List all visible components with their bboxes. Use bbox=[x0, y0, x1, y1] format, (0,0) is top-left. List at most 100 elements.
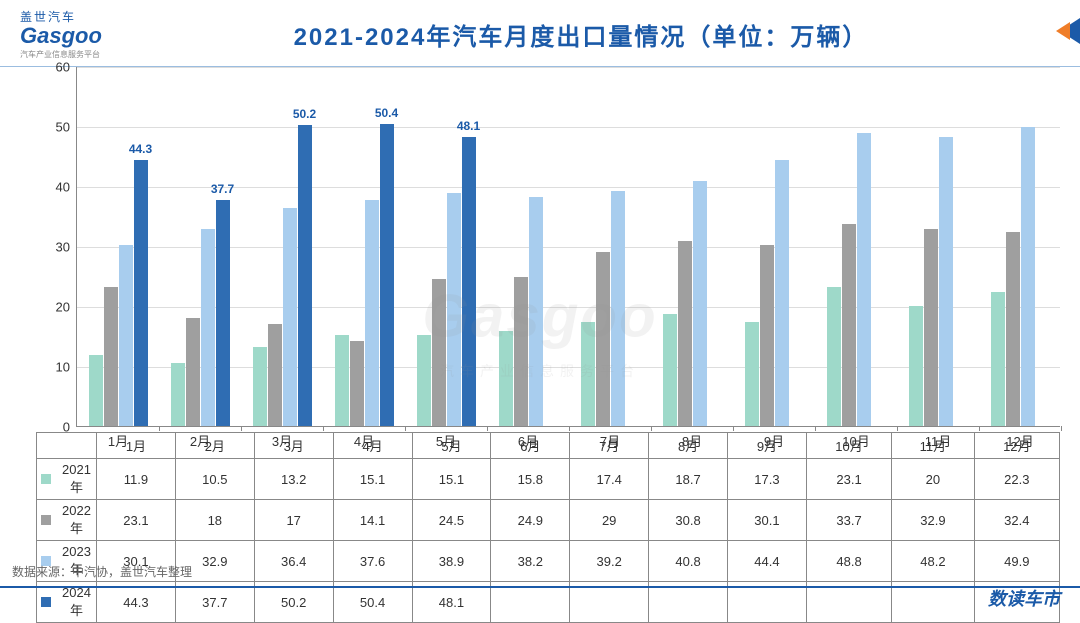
table-cell: 20 bbox=[892, 459, 974, 500]
month-group: 1月44.3 bbox=[77, 160, 159, 426]
y-tick: 40 bbox=[56, 180, 70, 195]
x-tick bbox=[1061, 426, 1062, 431]
table-cell: 15.1 bbox=[333, 459, 412, 500]
month-group: 2月37.7 bbox=[159, 200, 241, 426]
bar bbox=[939, 137, 953, 426]
chart-title: 2021-2024年汽车月度出口量情况（单位：万辆） bbox=[102, 17, 1060, 52]
bar bbox=[514, 277, 528, 426]
table-cell: 24.9 bbox=[491, 500, 570, 541]
x-tick bbox=[487, 426, 488, 431]
table-cell: 13.2 bbox=[254, 459, 333, 500]
bar bbox=[335, 335, 349, 426]
bar bbox=[447, 193, 461, 426]
bar bbox=[1006, 232, 1020, 426]
bar bbox=[909, 306, 923, 426]
table-cell: 33.7 bbox=[806, 500, 891, 541]
month-group: 9月 bbox=[733, 160, 815, 426]
table-row: 2022年23.1181714.124.524.92930.830.133.73… bbox=[37, 500, 1060, 541]
table-cell: 32.9 bbox=[892, 500, 974, 541]
table-row: 2021年11.910.513.215.115.115.817.418.717.… bbox=[37, 459, 1060, 500]
table-cell: 48.8 bbox=[806, 541, 891, 582]
table-cell: 22.3 bbox=[974, 459, 1059, 500]
x-tick bbox=[569, 426, 570, 431]
table-cell: 29 bbox=[570, 500, 649, 541]
table-cell: 11.9 bbox=[97, 459, 176, 500]
x-tick bbox=[323, 426, 324, 431]
table-cell: 17.3 bbox=[728, 459, 807, 500]
table-cell: 38.2 bbox=[491, 541, 570, 582]
table-col-header: 12月 bbox=[974, 433, 1059, 459]
bar bbox=[1021, 127, 1035, 426]
table-cell: 30.1 bbox=[728, 500, 807, 541]
table-col-header: 9月 bbox=[728, 433, 807, 459]
table-cell: 39.2 bbox=[570, 541, 649, 582]
x-tick bbox=[733, 426, 734, 431]
table-cell: 18 bbox=[175, 500, 254, 541]
x-tick bbox=[405, 426, 406, 431]
logo-sub-text: 汽车产业信息服务平台 bbox=[20, 49, 100, 60]
x-tick bbox=[651, 426, 652, 431]
legend-swatch bbox=[41, 474, 51, 484]
bar bbox=[991, 292, 1005, 426]
table-cell: 24.5 bbox=[412, 500, 491, 541]
bar bbox=[611, 191, 625, 426]
table-col-header: 11月 bbox=[892, 433, 974, 459]
table-cell: 14.1 bbox=[333, 500, 412, 541]
bar bbox=[89, 355, 103, 426]
table-cell: 18.7 bbox=[649, 459, 728, 500]
legend-swatch bbox=[41, 515, 51, 525]
source-text: 数据来源：中汽协，盖世汽车整理 bbox=[12, 563, 192, 580]
bar bbox=[216, 200, 230, 426]
table-col-header: 10月 bbox=[806, 433, 891, 459]
x-tick bbox=[159, 426, 160, 431]
bar bbox=[134, 160, 148, 426]
series-name: 2022年 bbox=[62, 503, 91, 536]
table-cell: 30.8 bbox=[649, 500, 728, 541]
bar bbox=[581, 322, 595, 426]
footer-bar: 数读车市 bbox=[0, 586, 1080, 608]
table-corner bbox=[37, 433, 97, 459]
bar bbox=[842, 224, 856, 426]
y-tick: 30 bbox=[56, 240, 70, 255]
bar-value-label: 37.7 bbox=[211, 182, 234, 196]
table-row-header: 2021年 bbox=[37, 459, 97, 500]
month-group: 6月 bbox=[487, 197, 569, 426]
y-axis: 0102030405060 bbox=[40, 67, 76, 427]
bar bbox=[186, 318, 200, 426]
y-tick: 50 bbox=[56, 120, 70, 135]
table-cell: 49.9 bbox=[974, 541, 1059, 582]
grid-line bbox=[77, 127, 1060, 128]
grid-line bbox=[77, 67, 1060, 68]
table-col-header: 4月 bbox=[333, 433, 412, 459]
footer-text: 数读车市 bbox=[988, 585, 1060, 611]
bar bbox=[663, 314, 677, 426]
corner-arrow-icon bbox=[1040, 18, 1080, 44]
y-tick: 10 bbox=[56, 360, 70, 375]
table-col-header: 8月 bbox=[649, 433, 728, 459]
bar bbox=[924, 229, 938, 426]
bar bbox=[201, 229, 215, 426]
month-group: 4月50.4 bbox=[323, 124, 405, 426]
y-tick: 20 bbox=[56, 300, 70, 315]
month-group: 3月50.2 bbox=[241, 125, 323, 426]
month-group: 10月 bbox=[815, 133, 897, 426]
table-cell: 32.4 bbox=[974, 500, 1059, 541]
table-col-header: 6月 bbox=[491, 433, 570, 459]
bar bbox=[693, 181, 707, 426]
table-col-header: 5月 bbox=[412, 433, 491, 459]
table-cell: 15.8 bbox=[491, 459, 570, 500]
table-col-header: 1月 bbox=[97, 433, 176, 459]
table-cell: 48.2 bbox=[892, 541, 974, 582]
bar bbox=[760, 245, 774, 426]
table-header-row: 1月2月3月4月5月6月7月8月9月10月11月12月 bbox=[37, 433, 1060, 459]
table-col-header: 7月 bbox=[570, 433, 649, 459]
table-cell: 17 bbox=[254, 500, 333, 541]
table-col-header: 3月 bbox=[254, 433, 333, 459]
x-tick bbox=[241, 426, 242, 431]
table-row-header: 2022年 bbox=[37, 500, 97, 541]
y-tick: 60 bbox=[56, 60, 70, 75]
bar bbox=[499, 331, 513, 426]
table-cell: 44.4 bbox=[728, 541, 807, 582]
bar bbox=[827, 287, 841, 426]
table-cell: 38.9 bbox=[412, 541, 491, 582]
